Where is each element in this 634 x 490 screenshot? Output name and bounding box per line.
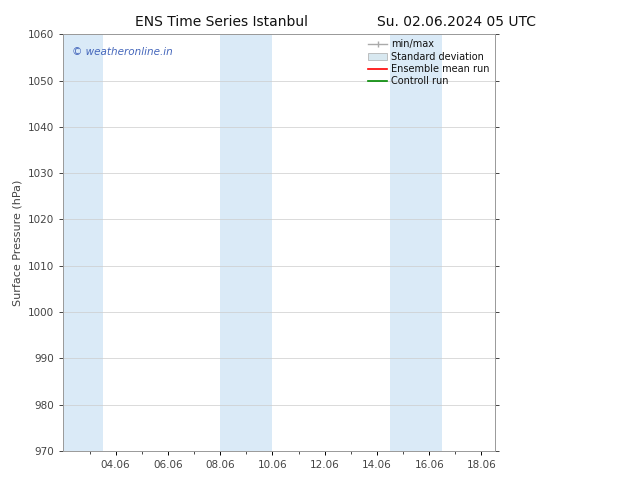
Bar [220, 34, 273, 451]
Bar [390, 34, 443, 451]
Text: Su. 02.06.2024 05 UTC: Su. 02.06.2024 05 UTC [377, 15, 536, 29]
Bar [63, 34, 103, 451]
Text: ENS Time Series Istanbul: ENS Time Series Istanbul [136, 15, 308, 29]
Legend: min/max, Standard deviation, Ensemble mean run, Controll run: min/max, Standard deviation, Ensemble me… [364, 35, 493, 90]
Text: © weatheronline.in: © weatheronline.in [72, 47, 173, 57]
Y-axis label: Surface Pressure (hPa): Surface Pressure (hPa) [13, 179, 23, 306]
